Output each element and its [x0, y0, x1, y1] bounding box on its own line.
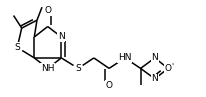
Text: NH: NH: [41, 64, 54, 73]
Text: N: N: [151, 74, 158, 83]
Text: N: N: [151, 53, 158, 62]
Text: ': ': [171, 63, 174, 72]
Text: O: O: [165, 64, 172, 73]
Text: S: S: [75, 64, 81, 73]
Text: O: O: [106, 81, 113, 90]
Text: N: N: [58, 32, 65, 42]
Text: HN: HN: [118, 53, 132, 62]
Text: S: S: [14, 43, 20, 52]
Text: O: O: [165, 64, 172, 73]
Text: O: O: [44, 6, 51, 15]
